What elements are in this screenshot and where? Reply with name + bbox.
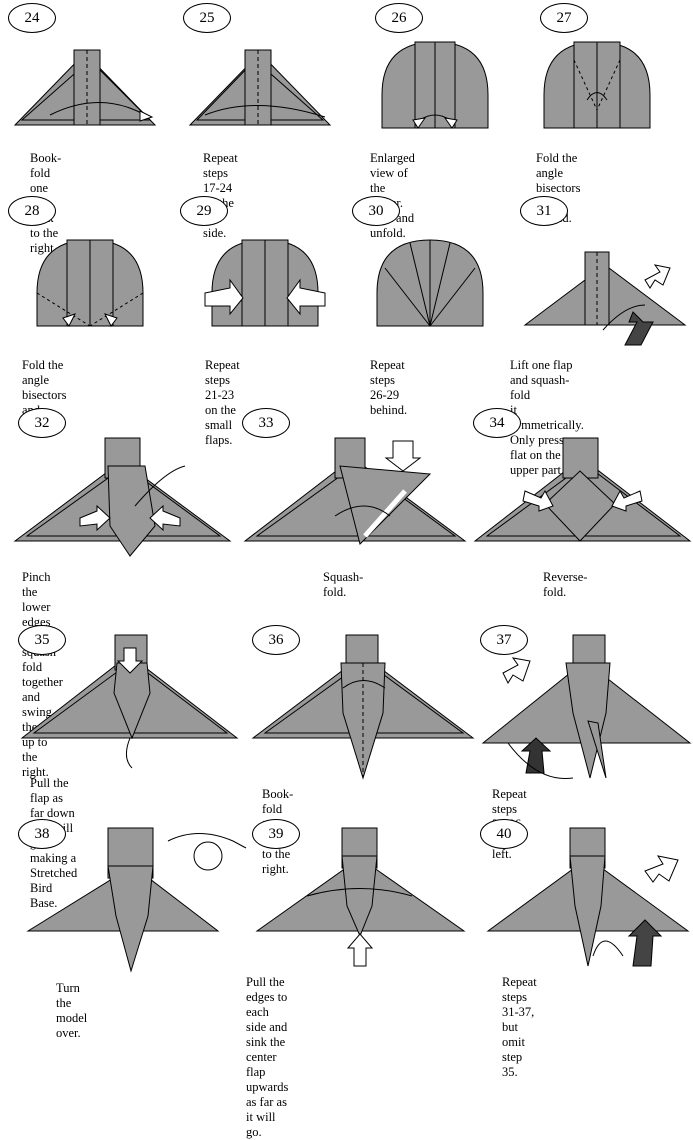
step-30-figure <box>376 239 484 327</box>
step-number: 33 <box>242 408 290 438</box>
step-33-figure <box>243 437 467 545</box>
step-number: 26 <box>375 3 423 33</box>
step-number: 37 <box>480 625 528 655</box>
step-38-figure <box>26 827 247 973</box>
step-39-figure <box>255 827 466 967</box>
step-caption: Repeat steps 31-37, but omit step 35. <box>502 975 537 1079</box>
step-caption: Reverse-fold. <box>543 570 588 599</box>
step-number: 39 <box>252 819 300 849</box>
step-number: 28 <box>8 196 56 226</box>
step-caption: Squash-fold. <box>323 570 364 599</box>
step-29-figure <box>204 239 326 327</box>
step-35-figure <box>20 634 239 769</box>
step-40-figure <box>486 827 690 967</box>
step-caption: Lift one flap and squash-fold it symmetr… <box>510 358 584 477</box>
step-number: 32 <box>18 408 66 438</box>
step-caption: Turn the model over. <box>56 981 88 1040</box>
step-32-figure <box>13 437 232 557</box>
step-26-figure <box>381 41 489 129</box>
step-number: 27 <box>540 3 588 33</box>
step-caption: Repeat steps 26-29 behind. <box>370 358 408 417</box>
step-number: 35 <box>18 625 66 655</box>
step-number: 25 <box>183 3 231 33</box>
step-number: 30 <box>352 196 400 226</box>
step-25-figure <box>188 49 332 126</box>
step-number: 40 <box>480 819 528 849</box>
step-caption: Pull the edges to each side and sink the… <box>246 975 289 1139</box>
step-number: 29 <box>180 196 228 226</box>
step-34-figure <box>473 437 692 542</box>
step-27-figure <box>543 41 651 129</box>
step-number: 38 <box>18 819 66 849</box>
step-28-figure <box>36 239 144 327</box>
step-31-figure <box>523 251 687 346</box>
step-number: 36 <box>252 625 300 655</box>
step-number: 34 <box>473 408 521 438</box>
step-number: 31 <box>520 196 568 226</box>
step-37-figure <box>481 634 692 780</box>
step-36-figure <box>251 634 475 780</box>
step-number: 24 <box>8 3 56 33</box>
step-24-figure <box>13 49 157 126</box>
step-caption: Repeat steps 21-23 on the small flaps. <box>205 358 240 447</box>
